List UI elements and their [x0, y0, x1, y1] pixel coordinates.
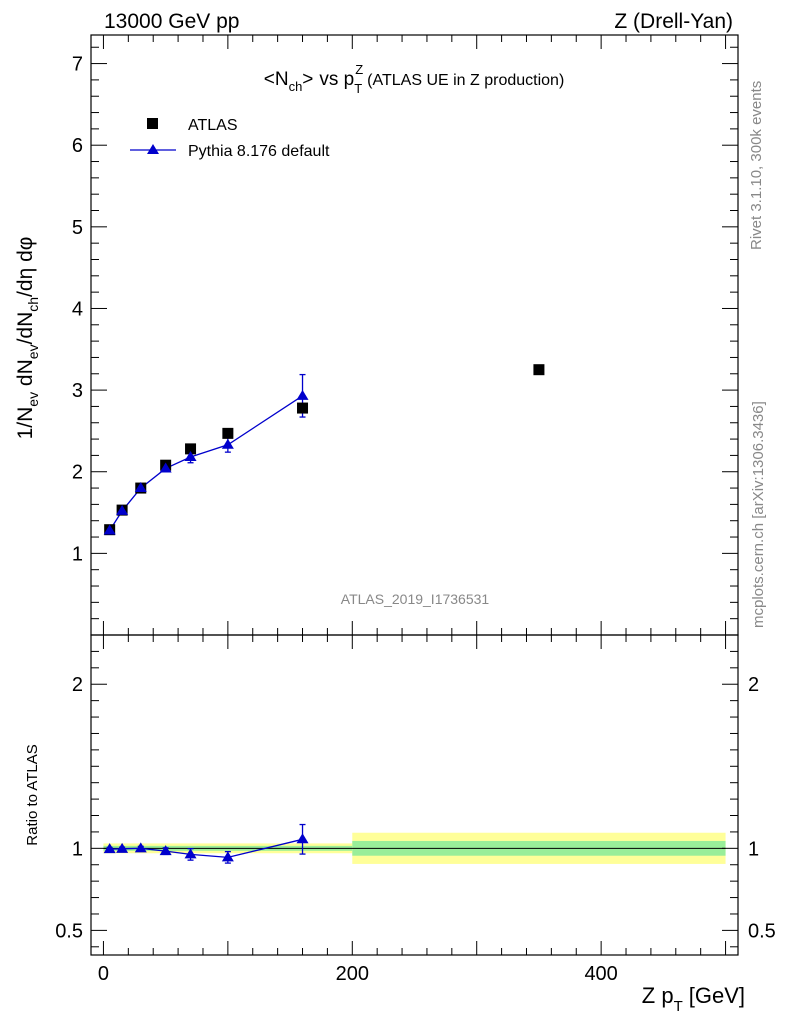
- ratio-point: [103, 843, 116, 854]
- lower-series: [103, 823, 309, 864]
- ratio-point: [184, 848, 197, 859]
- x-label-b: [GeV]: [689, 983, 745, 1008]
- atlas-point: [222, 427, 234, 439]
- x-tick-label: 200: [336, 963, 369, 985]
- pythia-line: [109, 395, 303, 531]
- pythia-point: [184, 451, 197, 462]
- title-p-sup: Z: [355, 62, 363, 77]
- header-right-label: Z (Drell-Yan): [614, 10, 733, 33]
- legend: ATLAS Pythia 8.176 default: [130, 117, 330, 160]
- ratio-point: [296, 833, 309, 844]
- x-tick-label: 0: [98, 963, 109, 985]
- upper-y-tick-label: 6: [72, 135, 83, 157]
- title-p-sub: T: [354, 81, 362, 96]
- header-left-label: 13000 GeV pp: [104, 10, 239, 33]
- legend-label-atlas: ATLAS: [188, 117, 238, 134]
- lower-y-tick-label-right: 0.5: [748, 920, 776, 942]
- upper-y-tick-label: 1: [72, 543, 83, 565]
- legend-marker-atlas: [147, 118, 158, 129]
- upper-y-tick-label: 4: [72, 298, 83, 320]
- lower-y-axis-label: Ratio to ATLAS: [24, 744, 41, 845]
- x-tick-label: 400: [584, 963, 617, 985]
- legend-marker-pythia: [147, 144, 159, 154]
- ratio-point: [221, 851, 234, 862]
- mcplots-label: mcplots.cern.ch [arXiv:1306.3436]: [750, 401, 767, 628]
- lower-y-tick-label-left: 1: [72, 838, 83, 860]
- pythia-point: [221, 438, 234, 449]
- upper-y-tick-label: 7: [72, 54, 83, 76]
- upper-series: [103, 364, 545, 536]
- lower-axes: 0.5 0.5 1 1 2 2 0 200 400: [55, 634, 776, 985]
- pythia-point: [296, 389, 309, 400]
- pythia-point: [159, 462, 172, 473]
- title-close: >: [302, 69, 313, 90]
- x-label-sub: T: [674, 998, 683, 1015]
- rivet-label: Rivet 3.1.10, 300k events: [748, 81, 765, 250]
- upper-y-tick-label: 3: [72, 380, 83, 402]
- lower-y-tick-label-right: 2: [748, 674, 759, 696]
- lower-y-tick-label-left: 0.5: [55, 920, 83, 942]
- analysis-watermark: ATLAS_2019_I1736531: [341, 591, 490, 607]
- ratio-point: [134, 842, 147, 853]
- ratio-bands: [103, 832, 726, 864]
- upper-y-tick-label: 2: [72, 462, 83, 484]
- title-open: <: [264, 69, 275, 90]
- pythia-point: [134, 482, 147, 493]
- title-suffix: (ATLAS UE in Z production): [367, 72, 564, 89]
- x-axis-label: Z pT [GeV]: [642, 983, 745, 1015]
- atlas-point: [185, 443, 197, 455]
- legend-label-pythia: Pythia 8.176 default: [188, 143, 330, 160]
- chart-title: <Nch> vs pZ T (ATLAS UE in Z production): [264, 62, 565, 96]
- upper-y-tick-label: 5: [72, 217, 83, 239]
- atlas-point: [533, 364, 545, 376]
- title-n-sub: ch: [289, 79, 303, 94]
- upper-y-axis-label: 1/Nev dNev/dNch/dη dφ: [14, 237, 41, 440]
- title-n: N: [275, 69, 289, 90]
- title-vs: vs p: [319, 69, 354, 90]
- upper-axes: 1 2 3 4 5 6 7: [72, 34, 739, 636]
- atlas-point: [297, 402, 309, 414]
- x-label-a: Z p: [642, 983, 674, 1008]
- ratio-point: [159, 845, 172, 856]
- lower-y-tick-label-right: 1: [748, 838, 759, 860]
- lower-y-tick-label-left: 2: [72, 674, 83, 696]
- pythia-point: [103, 524, 116, 535]
- pythia-point: [116, 504, 129, 515]
- ratio-point: [116, 842, 129, 853]
- lower-frame: [90, 634, 739, 956]
